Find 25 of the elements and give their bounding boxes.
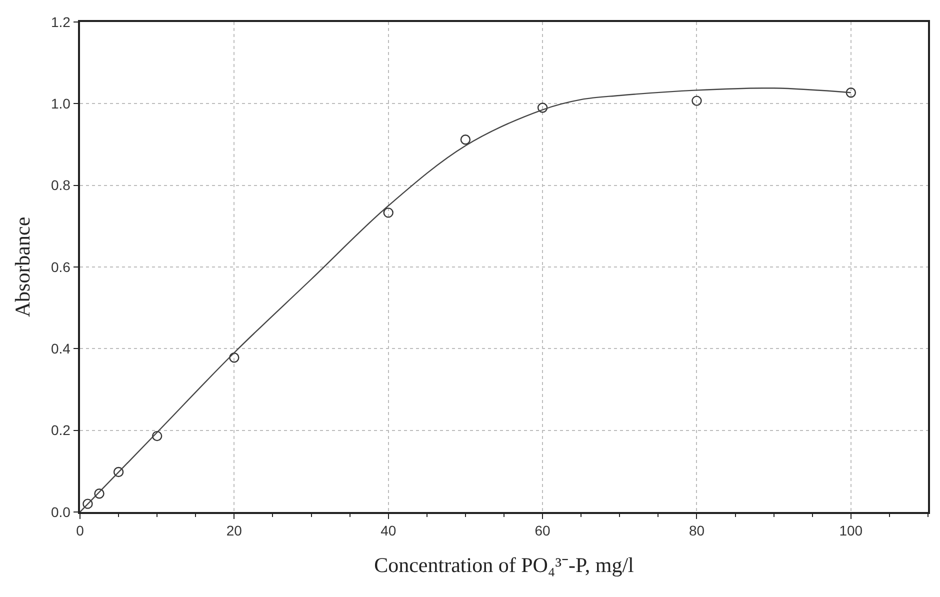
x-tick-label: 20	[226, 522, 242, 539]
y-tick-label: 0.2	[50, 422, 71, 438]
x-axis-title: Concentration of PO₄³⁻-P, mg/l	[374, 553, 634, 578]
point	[229, 352, 240, 363]
point	[113, 466, 124, 478]
y-tick-label: 1.2	[50, 14, 71, 30]
y-tick-label: 0.4	[50, 340, 71, 357]
x-tick-label: 0	[76, 522, 84, 539]
point	[846, 88, 856, 98]
x-tick-label: 40	[380, 522, 396, 539]
y-tick-label: 1.0	[50, 96, 71, 112]
y-tick-label: 0.8	[50, 177, 71, 194]
x-tick-label: 60	[534, 522, 551, 539]
point	[152, 430, 162, 442]
y-axis-title: Absorbance	[10, 216, 35, 318]
x-tick-label: 100	[839, 522, 863, 539]
point	[692, 96, 702, 106]
y-tick-label: 0.6	[50, 258, 71, 275]
point	[537, 102, 548, 113]
point	[82, 498, 93, 509]
point	[460, 134, 471, 145]
point	[94, 488, 104, 499]
point	[383, 208, 394, 218]
y-tick-label: 0.0	[50, 504, 71, 520]
x-tick-label: 80	[688, 522, 705, 539]
